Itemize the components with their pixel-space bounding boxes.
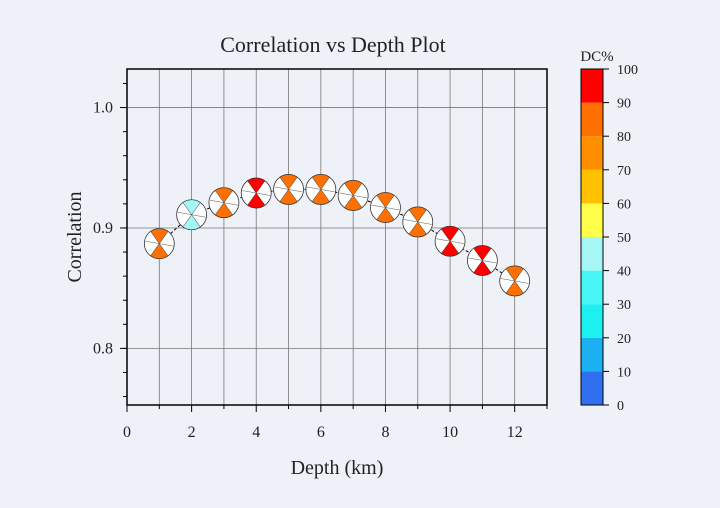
- beachball-compression-top: [473, 245, 492, 261]
- colorbar-tick-label: 90: [617, 97, 631, 112]
- data-points: [143, 174, 531, 297]
- y-tick-label: 0.9: [93, 220, 113, 237]
- beachball-compression-top: [279, 174, 298, 190]
- colorbar-swatch: [581, 237, 603, 271]
- x-axis: 0 2 4 6 8 10 12: [123, 405, 548, 441]
- colorbar-swatch: [581, 169, 603, 204]
- x-tick-label: 8: [381, 424, 389, 441]
- colorbar-tick-label: 30: [617, 298, 631, 313]
- colorbar-tick-label: 70: [617, 164, 631, 179]
- beachball-point: [273, 174, 304, 205]
- beachball-compression-top: [214, 187, 233, 204]
- beachball-compression-top: [505, 265, 524, 282]
- beachball-compression-bottom: [214, 202, 233, 218]
- beachball-compression-bottom: [311, 188, 330, 205]
- beachball-nodal-line: [145, 240, 174, 247]
- plot-frame: [126, 68, 548, 406]
- colorbar-tick-label: 60: [617, 197, 631, 212]
- x-tick-label: 6: [317, 424, 325, 441]
- beachball-nodal-line: [306, 186, 335, 193]
- colorbar-tick-label: 20: [617, 332, 631, 347]
- beachball-point: [176, 199, 208, 231]
- y-axis: 0.8 0.9 1.0: [93, 82, 127, 398]
- beachball-compression-bottom: [441, 240, 460, 257]
- beachball-nodal-line: [274, 186, 303, 193]
- beachball-point: [240, 177, 272, 209]
- colorbar-tick-label: 40: [617, 265, 631, 280]
- colorbar-swatch: [581, 270, 603, 305]
- colorbar-swatch: [581, 102, 603, 137]
- y-axis-label: Correlation: [64, 191, 86, 282]
- colorbar-tick-label: 80: [617, 130, 631, 145]
- colorbar-tick-label: 0: [617, 399, 624, 414]
- colorbar-swatch: [581, 337, 603, 372]
- beachball-compression-top: [408, 206, 427, 223]
- beachball-compression-bottom: [408, 221, 427, 238]
- beachball-nodal-line: [177, 211, 206, 218]
- beachball-nodal-line: [209, 199, 238, 206]
- beachball-point: [370, 192, 401, 223]
- beachball-point: [143, 228, 175, 260]
- grid: [127, 69, 547, 405]
- beachball-point: [337, 180, 369, 211]
- chart-title: Correlation vs Depth Plot: [220, 32, 445, 57]
- colorbar-tick-label: 50: [617, 231, 631, 246]
- x-axis-label: Depth (km): [291, 457, 384, 479]
- colorbar: 0 10 20 30 40 50 60 70 80 90 100: [580, 63, 638, 414]
- x-tick-label: 0: [123, 424, 131, 441]
- beachball-nodal-line: [403, 219, 432, 225]
- y-tick-label: 0.8: [93, 340, 113, 357]
- beachball-nodal-line: [436, 238, 465, 244]
- beachball-compression-top: [376, 192, 395, 208]
- beachball-point: [434, 225, 466, 257]
- beachball-nodal-line: [371, 204, 400, 211]
- beachball-nodal-line: [339, 192, 368, 199]
- beachball-nodal-line: [500, 278, 529, 284]
- colorbar-swatch: [581, 136, 603, 170]
- beachball-compression-top: [311, 174, 330, 190]
- colorbar-swatch: [581, 203, 603, 237]
- beachball-nodal-line: [468, 257, 497, 264]
- beachball-compression-top: [182, 199, 201, 216]
- beachball-compression-bottom: [279, 188, 298, 205]
- colorbar-swatch: [581, 304, 603, 338]
- beachball-compression-bottom: [473, 260, 492, 276]
- colorbar-tick-label: 10: [617, 365, 631, 380]
- beachball-nodal-line: [242, 190, 271, 196]
- colorbar-tick-label: 100: [617, 63, 638, 78]
- beachball-compression-bottom: [505, 280, 524, 297]
- beachball-point: [305, 174, 337, 205]
- beachball-compression-bottom: [182, 214, 201, 230]
- beachball-compression-top: [344, 180, 363, 196]
- beachball-compression-top: [441, 225, 460, 242]
- beachball-point: [499, 265, 531, 297]
- beachball-compression-top: [150, 228, 169, 245]
- colorbar-title: DC%: [580, 49, 613, 65]
- beachball-compression-top: [247, 177, 266, 194]
- y-tick-label: 1.0: [93, 100, 113, 117]
- x-tick-label: 10: [442, 424, 458, 441]
- beachball-compression-bottom: [376, 207, 395, 223]
- beachball-compression-bottom: [344, 195, 363, 211]
- beachball-point: [466, 245, 498, 276]
- colorbar-swatch: [581, 371, 603, 405]
- x-tick-label: 12: [507, 424, 523, 441]
- beachball-point: [208, 187, 240, 219]
- beachball-compression-bottom: [150, 243, 169, 259]
- x-tick-label: 2: [188, 424, 196, 441]
- colorbar-swatch: [581, 69, 603, 103]
- x-tick-label: 4: [252, 424, 260, 441]
- beachball-point: [402, 206, 434, 238]
- beachball-compression-bottom: [247, 192, 266, 209]
